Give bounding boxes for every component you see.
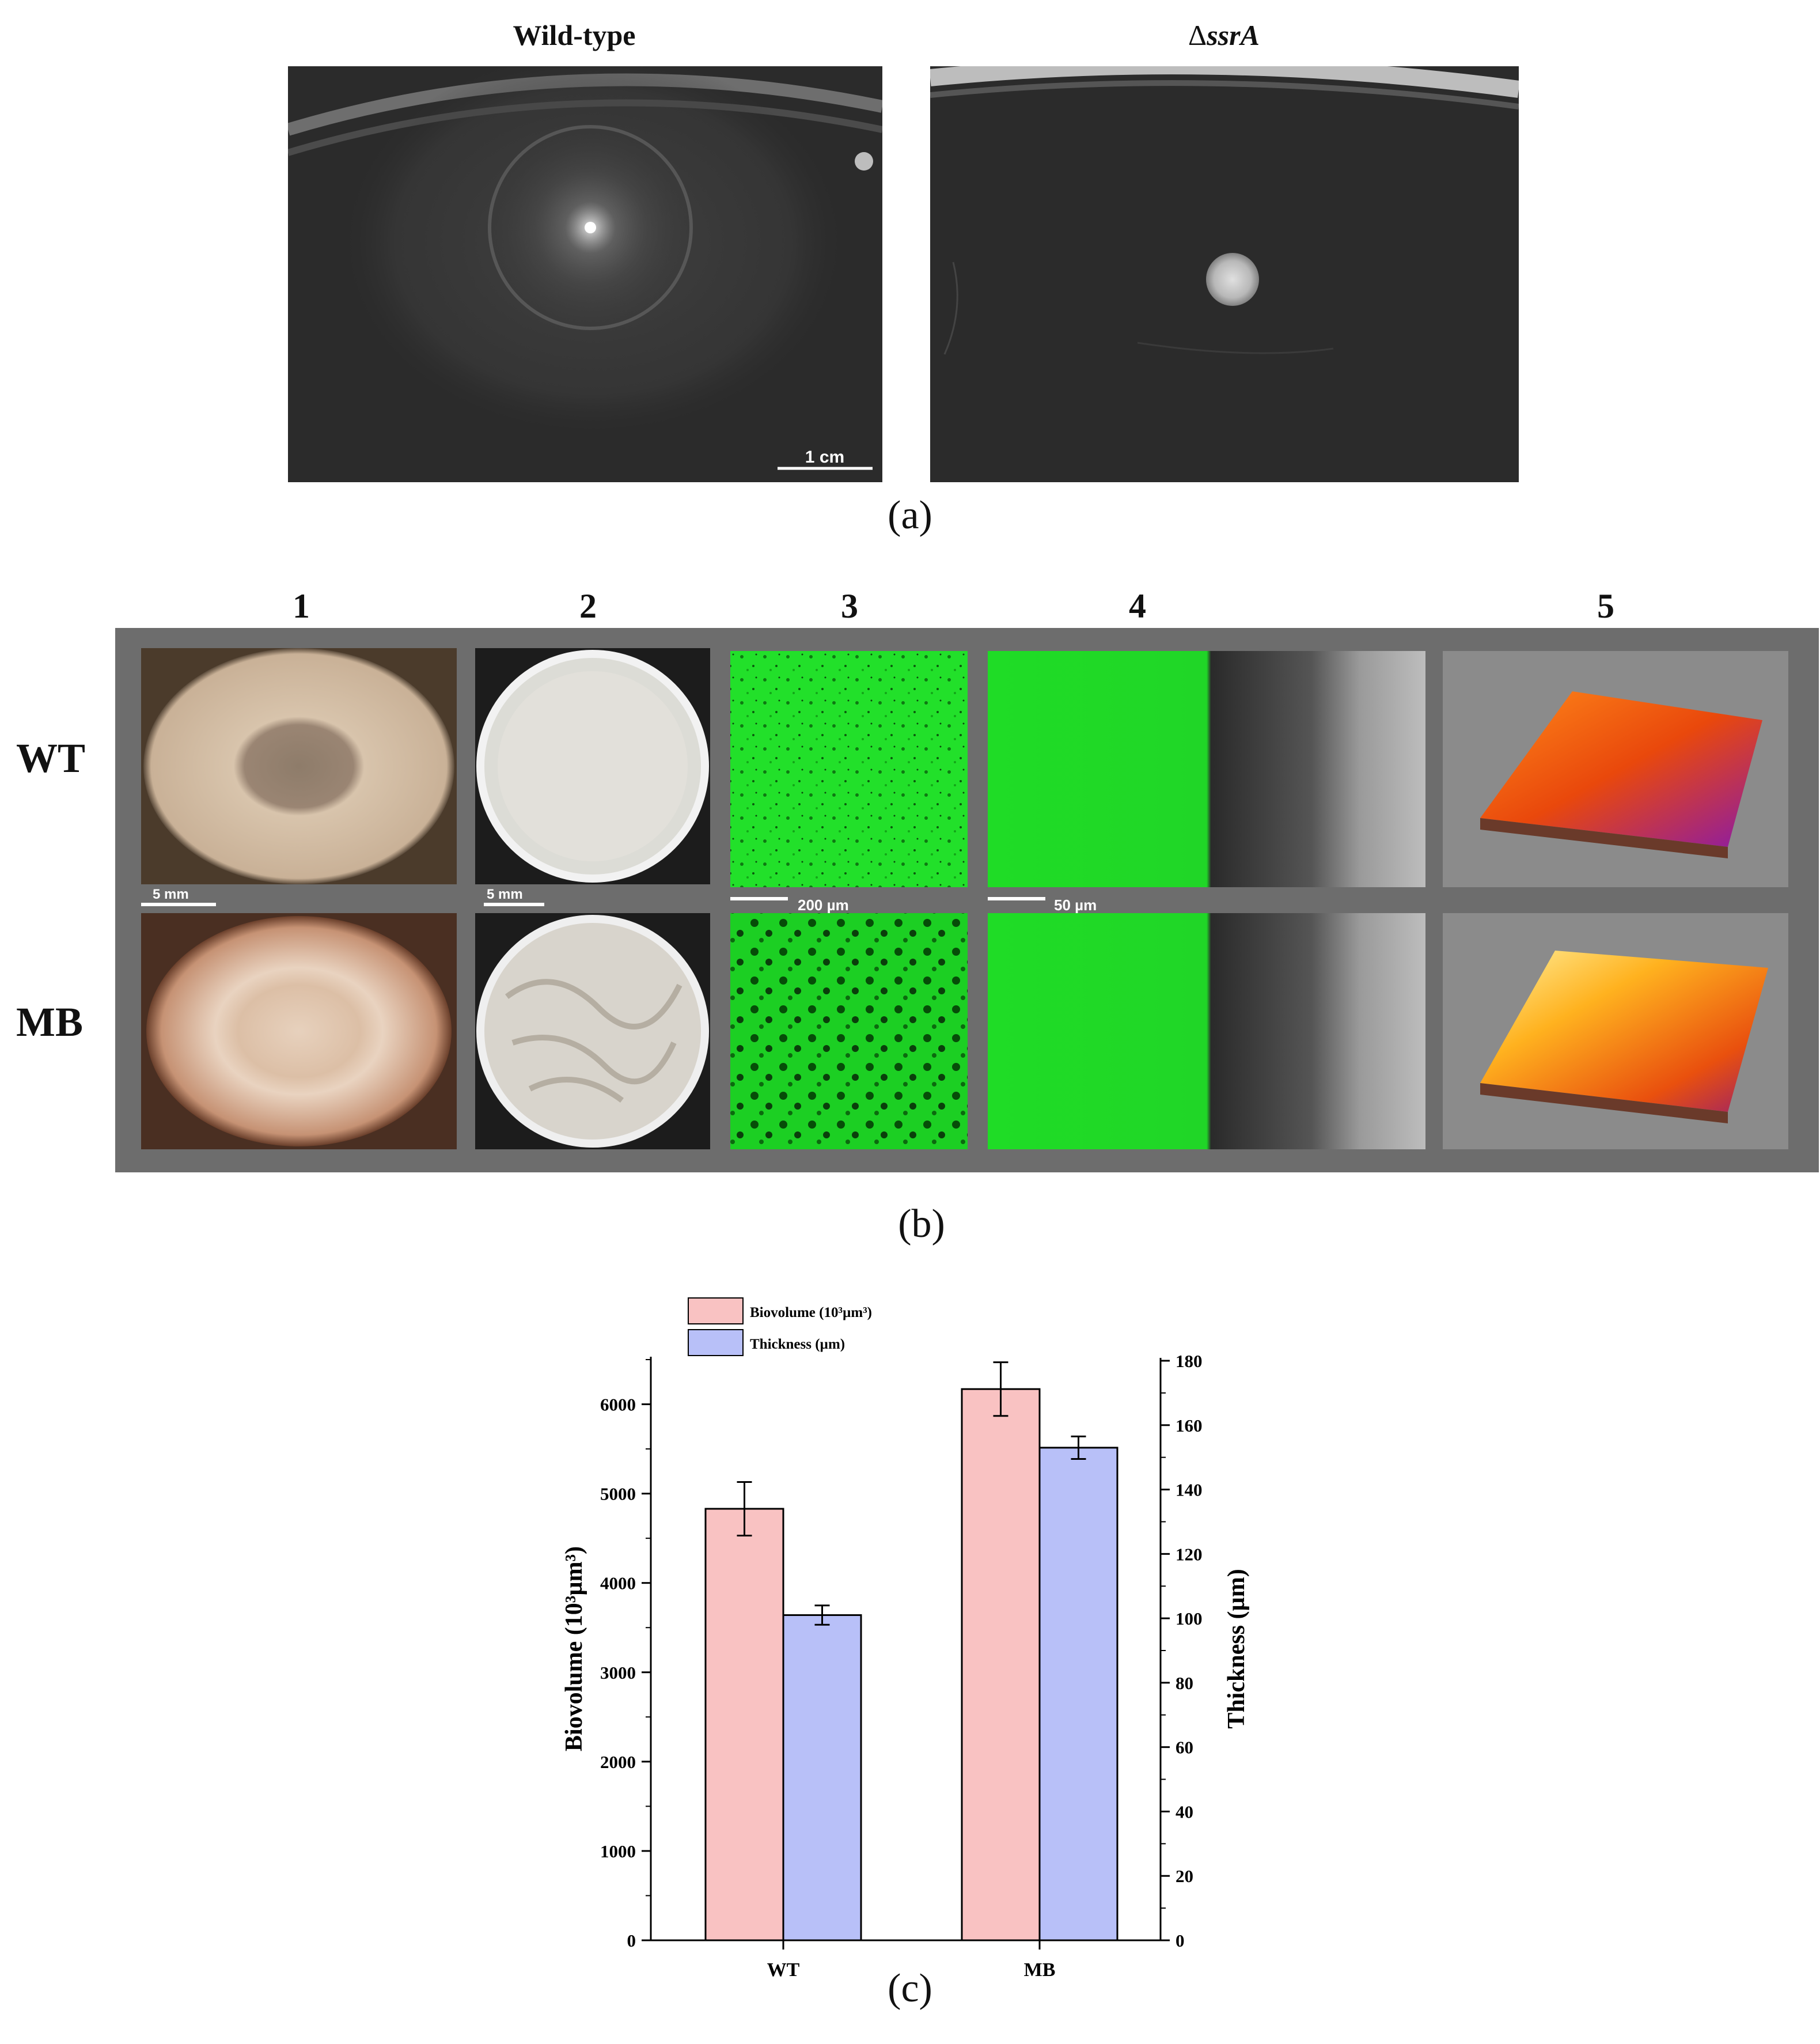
right-tick-label: 40 — [1176, 1801, 1193, 1822]
panel-c-label: (c) — [888, 1966, 932, 2011]
panel-a-right-title: ΔssrA — [1080, 18, 1368, 52]
bar-left-WT — [704, 1508, 784, 1941]
column-label-4: 4 — [1129, 587, 1146, 625]
row-label-wt: WT — [16, 735, 86, 781]
legend-swatch — [688, 1297, 744, 1324]
scale-bar-label-col1: 5 mm — [153, 887, 189, 902]
x-tick-label: MB — [1024, 1959, 1056, 1981]
ssra-mutant-plate-photo — [930, 66, 1519, 482]
legend-swatch — [688, 1329, 744, 1356]
panel-b-label: (b) — [898, 1202, 945, 1246]
left-tick-label: 2000 — [600, 1752, 636, 1772]
column-label-5: 5 — [1597, 587, 1614, 625]
left-tick-label: 4000 — [600, 1573, 636, 1593]
x-tick-label: WT — [767, 1959, 800, 1981]
delta-symbol: Δ — [1188, 19, 1207, 51]
column-label-1: 1 — [293, 587, 310, 625]
wild-type-plate-photo: 1 cm — [288, 66, 882, 482]
bar-right-WT — [782, 1614, 862, 1941]
right-tick-label: 180 — [1176, 1351, 1203, 1371]
right-tick-label: 20 — [1176, 1866, 1193, 1886]
left-tick-label: 3000 — [600, 1663, 636, 1683]
biofilm-image-grid: 5 mm 5 mm 200 µm 50 µm — [115, 628, 1819, 1172]
left-tick-label: 0 — [627, 1931, 636, 1951]
right-tick-label: 80 — [1176, 1673, 1193, 1693]
bar-left-MB — [961, 1388, 1041, 1941]
right-tick-label: 160 — [1176, 1415, 1203, 1436]
right-tick-label: 100 — [1176, 1608, 1203, 1629]
right-tick-label: 60 — [1176, 1738, 1193, 1758]
left-tick-label: 5000 — [600, 1484, 636, 1504]
panel-a-left-title: Wild-type — [513, 19, 636, 51]
gene-name: ssrA — [1207, 19, 1260, 51]
panel-a-label: (a) — [888, 493, 932, 538]
right-tick-label: 120 — [1176, 1544, 1203, 1564]
right-tick-label: 0 — [1176, 1931, 1185, 1951]
left-tick-label: 1000 — [600, 1841, 636, 1861]
legend-label: Biovolume (10³µm³) — [750, 1305, 872, 1320]
left-axis-title: Biovolume (10³µm³) — [561, 1546, 587, 1751]
scale-bar-label-col3: 200 µm — [798, 896, 849, 914]
scale-bar-label-col2: 5 mm — [487, 887, 523, 902]
row-label-mb: MB — [16, 999, 83, 1045]
column-label-3: 3 — [841, 587, 858, 625]
right-tick-label: 140 — [1176, 1480, 1203, 1500]
bar-right-MB — [1038, 1447, 1118, 1941]
scale-bar-label: 1 cm — [805, 448, 844, 467]
right-axis-title: Thickness (µm) — [1223, 1569, 1250, 1728]
legend-label: Thickness (µm) — [750, 1337, 845, 1352]
scale-bar-label-col4: 50 µm — [1054, 896, 1097, 914]
left-tick-label: 6000 — [600, 1395, 636, 1415]
column-label-2: 2 — [579, 587, 597, 625]
